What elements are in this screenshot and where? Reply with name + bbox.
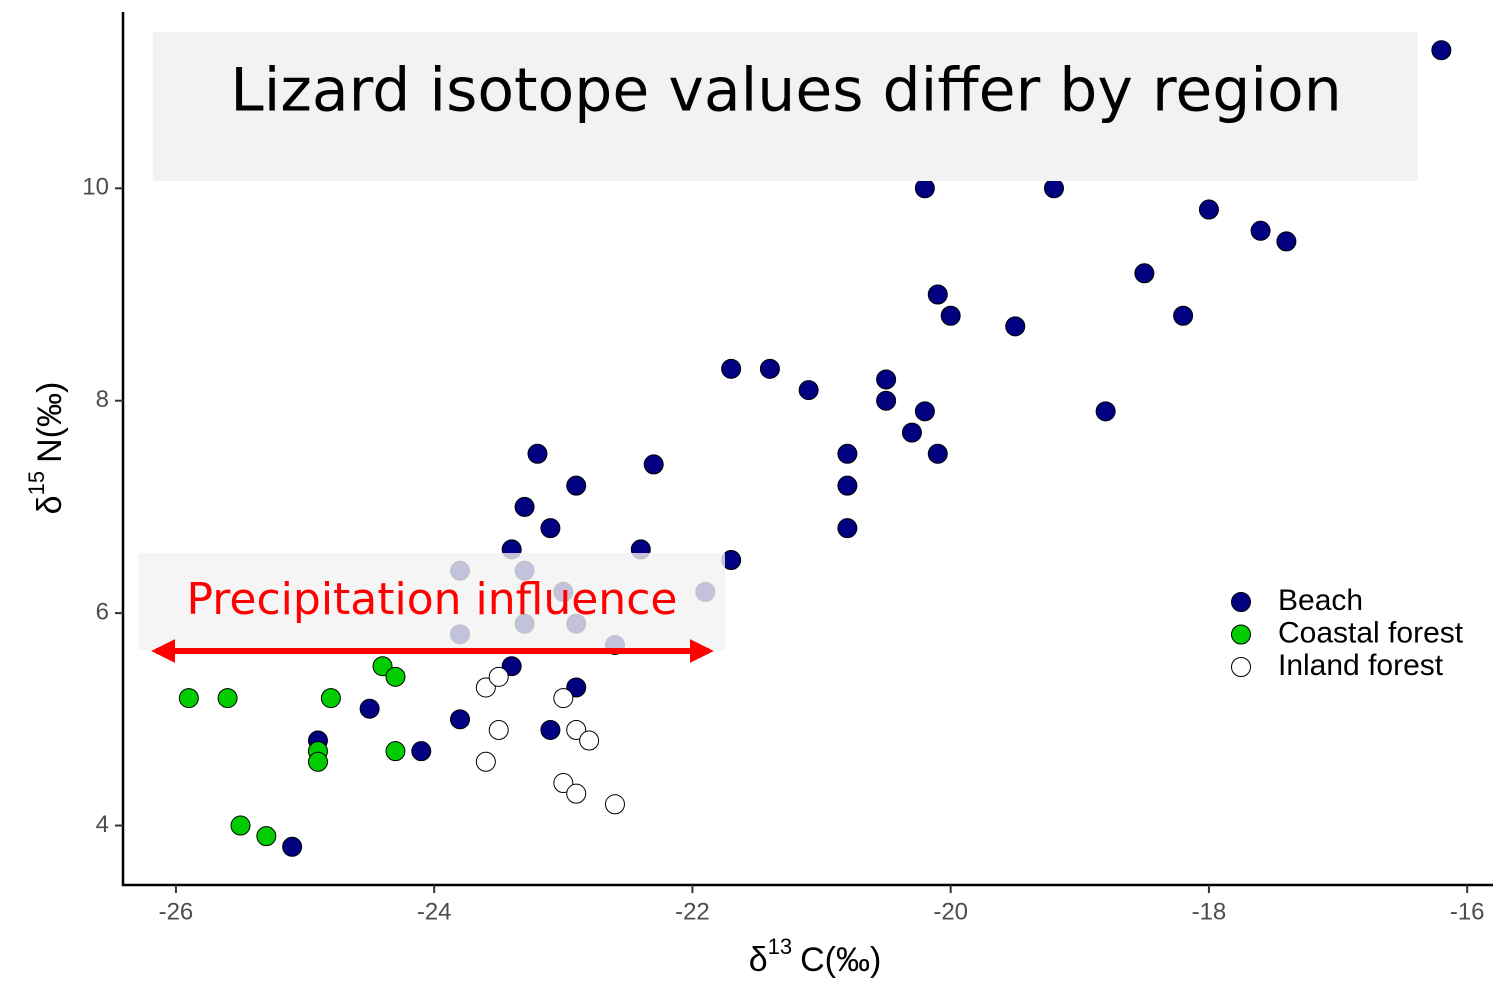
point (1198, 199, 1219, 220)
y-axis-label: δ15 N(‰) (24, 382, 69, 515)
point (566, 719, 587, 740)
point (475, 751, 496, 772)
point (282, 836, 303, 857)
point (798, 380, 819, 401)
legend-label: Inland forest (1278, 649, 1444, 682)
point (566, 783, 587, 804)
point (553, 688, 574, 709)
point (914, 401, 935, 422)
point (514, 496, 535, 517)
point (320, 688, 341, 709)
point (475, 677, 496, 698)
point (940, 305, 961, 326)
x-label-unit: C(‰) (800, 941, 881, 979)
y-tick-label: 8 (96, 386, 109, 413)
point (837, 443, 858, 464)
point (876, 369, 897, 390)
point (450, 709, 471, 730)
point (1276, 231, 1297, 252)
point (488, 719, 509, 740)
point (1250, 220, 1271, 241)
y-label-symbol: δ (31, 495, 69, 514)
x-label-sup: 13 (768, 934, 792, 959)
y-label-unit: N(‰) (31, 382, 69, 463)
y-tick-label: 4 (96, 811, 109, 838)
point (540, 518, 561, 539)
x-axis-label: δ13 C(‰) (749, 934, 882, 979)
point (178, 688, 199, 709)
y-tick-label: 10 (82, 174, 109, 201)
x-tick-label: -26 (159, 898, 194, 925)
point (1134, 263, 1155, 284)
point (256, 826, 277, 847)
point (527, 443, 548, 464)
legend-marker (1231, 624, 1251, 645)
x-tick-label: -16 (1450, 898, 1485, 925)
point (540, 719, 561, 740)
point (1173, 305, 1194, 326)
point (1043, 178, 1064, 199)
point (876, 390, 897, 411)
legend-marker (1231, 657, 1251, 677)
x-tick-label: -24 (417, 898, 452, 925)
x-tick-label: -22 (675, 898, 710, 925)
legend-label: Beach (1278, 584, 1363, 617)
annotation-box (138, 553, 725, 650)
point (759, 358, 780, 379)
point (553, 773, 574, 794)
point (307, 751, 328, 772)
y-tick-label: 6 (96, 598, 109, 625)
point (914, 178, 935, 199)
point (385, 741, 406, 762)
point (566, 677, 587, 698)
x-label-symbol: δ (749, 941, 768, 979)
point (566, 475, 587, 496)
point (721, 358, 742, 379)
point (604, 794, 625, 815)
legend-label: Coastal forest (1278, 616, 1464, 649)
legend-marker (1231, 592, 1251, 612)
point (1095, 401, 1116, 422)
chart-title: Lizard isotope values differ by region (230, 56, 1341, 126)
point (1431, 40, 1452, 61)
point (359, 698, 380, 719)
point (488, 666, 509, 687)
x-tick-label: -18 (1192, 898, 1227, 925)
annotation: Precipitation influence (187, 574, 678, 625)
x-tick-label: -20 (933, 898, 968, 925)
title-box (153, 32, 1418, 181)
point (643, 454, 664, 475)
point (901, 422, 922, 443)
point (1005, 316, 1026, 337)
point (579, 730, 600, 751)
point (927, 284, 948, 305)
point (217, 688, 238, 709)
y-label-sup: 15 (24, 471, 49, 495)
point (927, 443, 948, 464)
point (837, 475, 858, 496)
point (837, 518, 858, 539)
point (385, 666, 406, 687)
point (230, 815, 251, 836)
point (411, 741, 432, 762)
